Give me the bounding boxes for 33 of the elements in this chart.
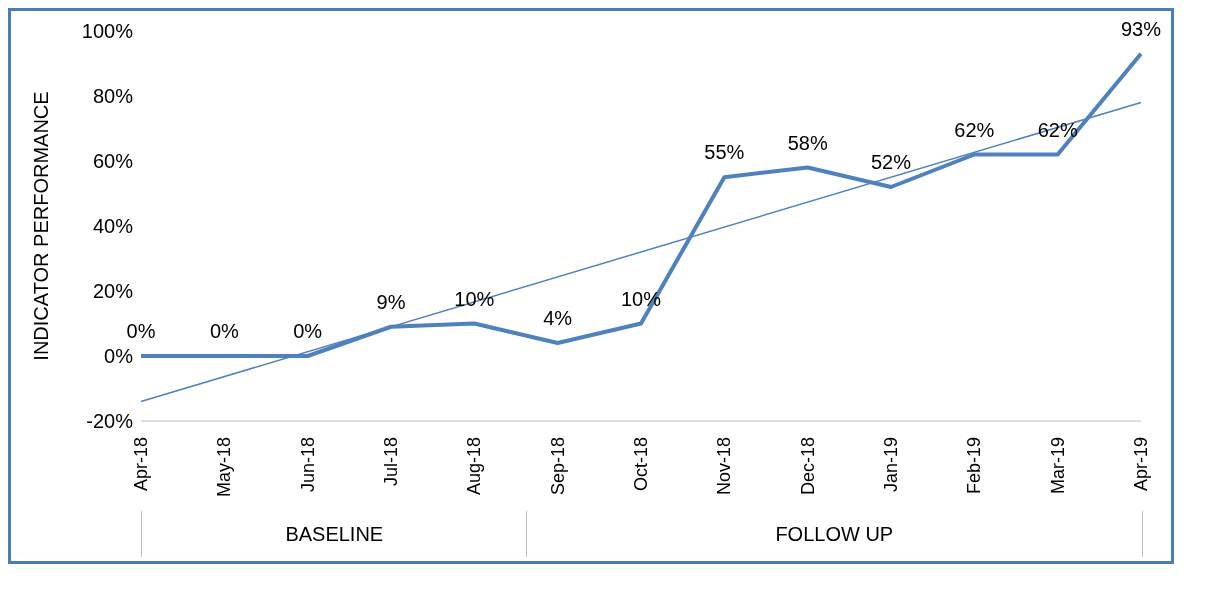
data-label: 0% <box>293 320 323 342</box>
x-tick-label: Jun-18 <box>297 437 318 493</box>
y-tick-label: 80% <box>92 85 134 108</box>
data-label: 0% <box>126 320 156 342</box>
y-tick-label: -20% <box>86 410 134 433</box>
y-axis-title: INDICATOR PERFORMANCE <box>30 91 53 361</box>
x-tick-label: Nov-18 <box>714 437 735 496</box>
x-tick-label: May-18 <box>214 437 235 498</box>
x-tick-label: Dec-18 <box>797 437 818 496</box>
x-tick-label: Sep-18 <box>547 437 568 496</box>
data-label: 4% <box>543 307 573 329</box>
y-tick-label: 60% <box>92 150 134 173</box>
data-label: 52% <box>870 151 912 173</box>
x-tick-label: Apr-19 <box>1131 437 1151 492</box>
y-tick-label: 40% <box>92 215 134 238</box>
y-tick-label: 0% <box>104 345 134 368</box>
data-label: 93% <box>1120 17 1162 40</box>
data-label: 9% <box>376 290 406 313</box>
x-tick-label: Jan-19 <box>881 437 901 493</box>
data-label: 0% <box>209 320 239 342</box>
y-tick-label: 100% <box>81 20 134 43</box>
y-tick-label: 20% <box>92 280 134 303</box>
x-tick-label: Aug-18 <box>464 437 485 496</box>
data-label: 62% <box>954 118 995 141</box>
x-tick-label: Apr-18 <box>131 437 151 492</box>
x-tick-label: Oct-18 <box>631 437 651 492</box>
x-tick-label: Mar-19 <box>1047 437 1068 495</box>
text: FOLLOW UP <box>775 522 894 546</box>
x-tick-label: Jul-18 <box>381 437 401 487</box>
text: BASELINE <box>285 522 384 546</box>
x-tick-label: Feb-19 <box>964 437 985 495</box>
data-label: 58% <box>787 131 828 154</box>
data-label: 55% <box>704 141 745 164</box>
